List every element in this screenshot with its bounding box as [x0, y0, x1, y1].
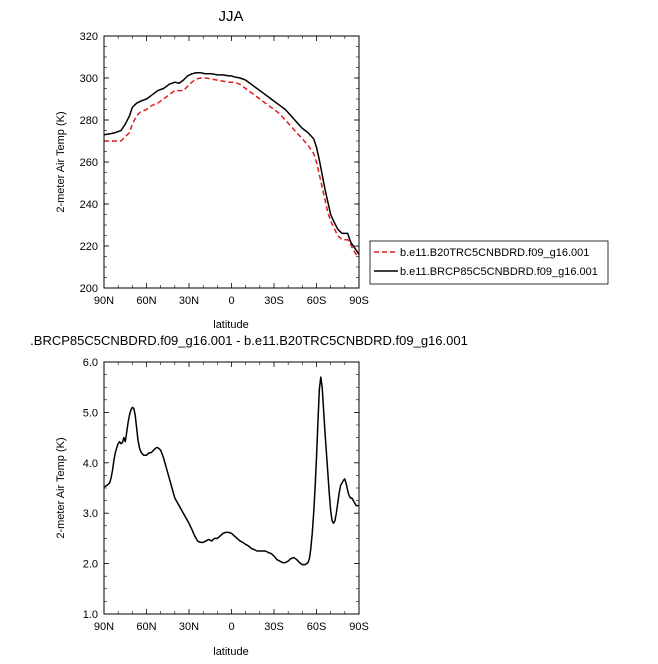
- chart-top-xtick-label: 90S: [349, 295, 369, 307]
- chart-bottom-axes: 90N 60N 30N 0 30S 60S 90S 1.0 2.0 3.0 4.0 5.0 6.0: [83, 357, 369, 633]
- chart-top-xtick-label: 30N: [179, 295, 199, 307]
- chart-top-ytick-label: 300: [80, 73, 98, 85]
- chart-top-xlabel: latitude: [213, 319, 248, 331]
- chart-top-title: JJA: [218, 8, 243, 25]
- chart-top-ytick-label: 220: [80, 241, 98, 253]
- chart-top-xtick-label: 60N: [136, 295, 156, 307]
- chart-bottom-ytick-label: 3.0: [83, 508, 98, 520]
- chart-bottom-xtick-label: 90N: [94, 621, 114, 633]
- chart-bottom-xtick-label: 60S: [307, 621, 327, 633]
- chart-top-frame: [103, 35, 360, 289]
- legend-label-2: b.e11.BRCP85C5CNBDRD.f09_g16.001: [400, 266, 598, 278]
- legend: b.e11.B20TRC5CNBDRD.f09_g16.001 b.e11.BR…: [369, 240, 609, 285]
- chart-bottom-xtick-label: 0: [228, 621, 234, 633]
- legend-label-1: b.e11.B20TRC5CNBDRD.f09_g16.001: [400, 247, 589, 259]
- chart-bottom: .BRCP85C5CNBDRD.f09_g16.001 - b.e11.B20T…: [30, 333, 468, 658]
- chart-top: JJA 2-meter Air Temp (K) latitude 90N 60N…: [55, 8, 609, 331]
- chart-bottom-ylabel: 2-meter Air Temp (K): [55, 437, 67, 538]
- chart-bottom-ytick-label: 5.0: [83, 407, 98, 419]
- chart-bottom-xtick-label: 30S: [264, 621, 284, 633]
- chart-top-series-line-2: [103, 72, 360, 255]
- chart-top-xtick-label: 0: [228, 295, 234, 307]
- chart-top-series-line-1: [104, 77, 360, 258]
- chart-bottom-ytick-label: 4.0: [83, 458, 98, 470]
- chart-top-ytick-label: 320: [80, 31, 98, 43]
- chart-top-ytick-label: 200: [80, 283, 98, 295]
- chart-top-axes: 90N 60N 30N 0 30S 60S 90S 200 220 240 260 280 300 320: [80, 31, 369, 307]
- chart-top-ytick-label: 280: [80, 115, 98, 127]
- chart-top-ytick-label: 240: [80, 199, 98, 211]
- chart-top-xtick-label: 90N: [94, 295, 114, 307]
- chart-bottom-xlabel: latitude: [213, 646, 248, 658]
- chart-bottom-ytick-label: 1.0: [83, 609, 98, 621]
- chart-top-ylabel: 2-meter Air Temp (K): [55, 111, 67, 212]
- chart-top-ytick-label: 260: [80, 157, 98, 169]
- chart-bottom-frame: [103, 361, 360, 615]
- chart-top-xtick-label: 60S: [307, 295, 327, 307]
- chart-bottom-title: .BRCP85C5CNBDRD.f09_g16.001 - b.e11.B20T…: [30, 333, 468, 348]
- chart-top-series-group: [103, 72, 360, 258]
- chart-bottom-ytick-label: 2.0: [83, 559, 98, 571]
- chart-bottom-xtick-label: 60N: [136, 621, 156, 633]
- chart-bottom-xtick-label: 30N: [179, 621, 199, 633]
- chart-bottom-xtick-label: 90S: [349, 621, 369, 633]
- legend-box: [369, 240, 609, 285]
- chart-bottom-series-group: [103, 376, 359, 566]
- chart-bottom-series-line-1: [103, 376, 359, 566]
- chart-top-xtick-label: 30S: [264, 295, 284, 307]
- chart-bottom-ytick-label: 6.0: [83, 357, 98, 369]
